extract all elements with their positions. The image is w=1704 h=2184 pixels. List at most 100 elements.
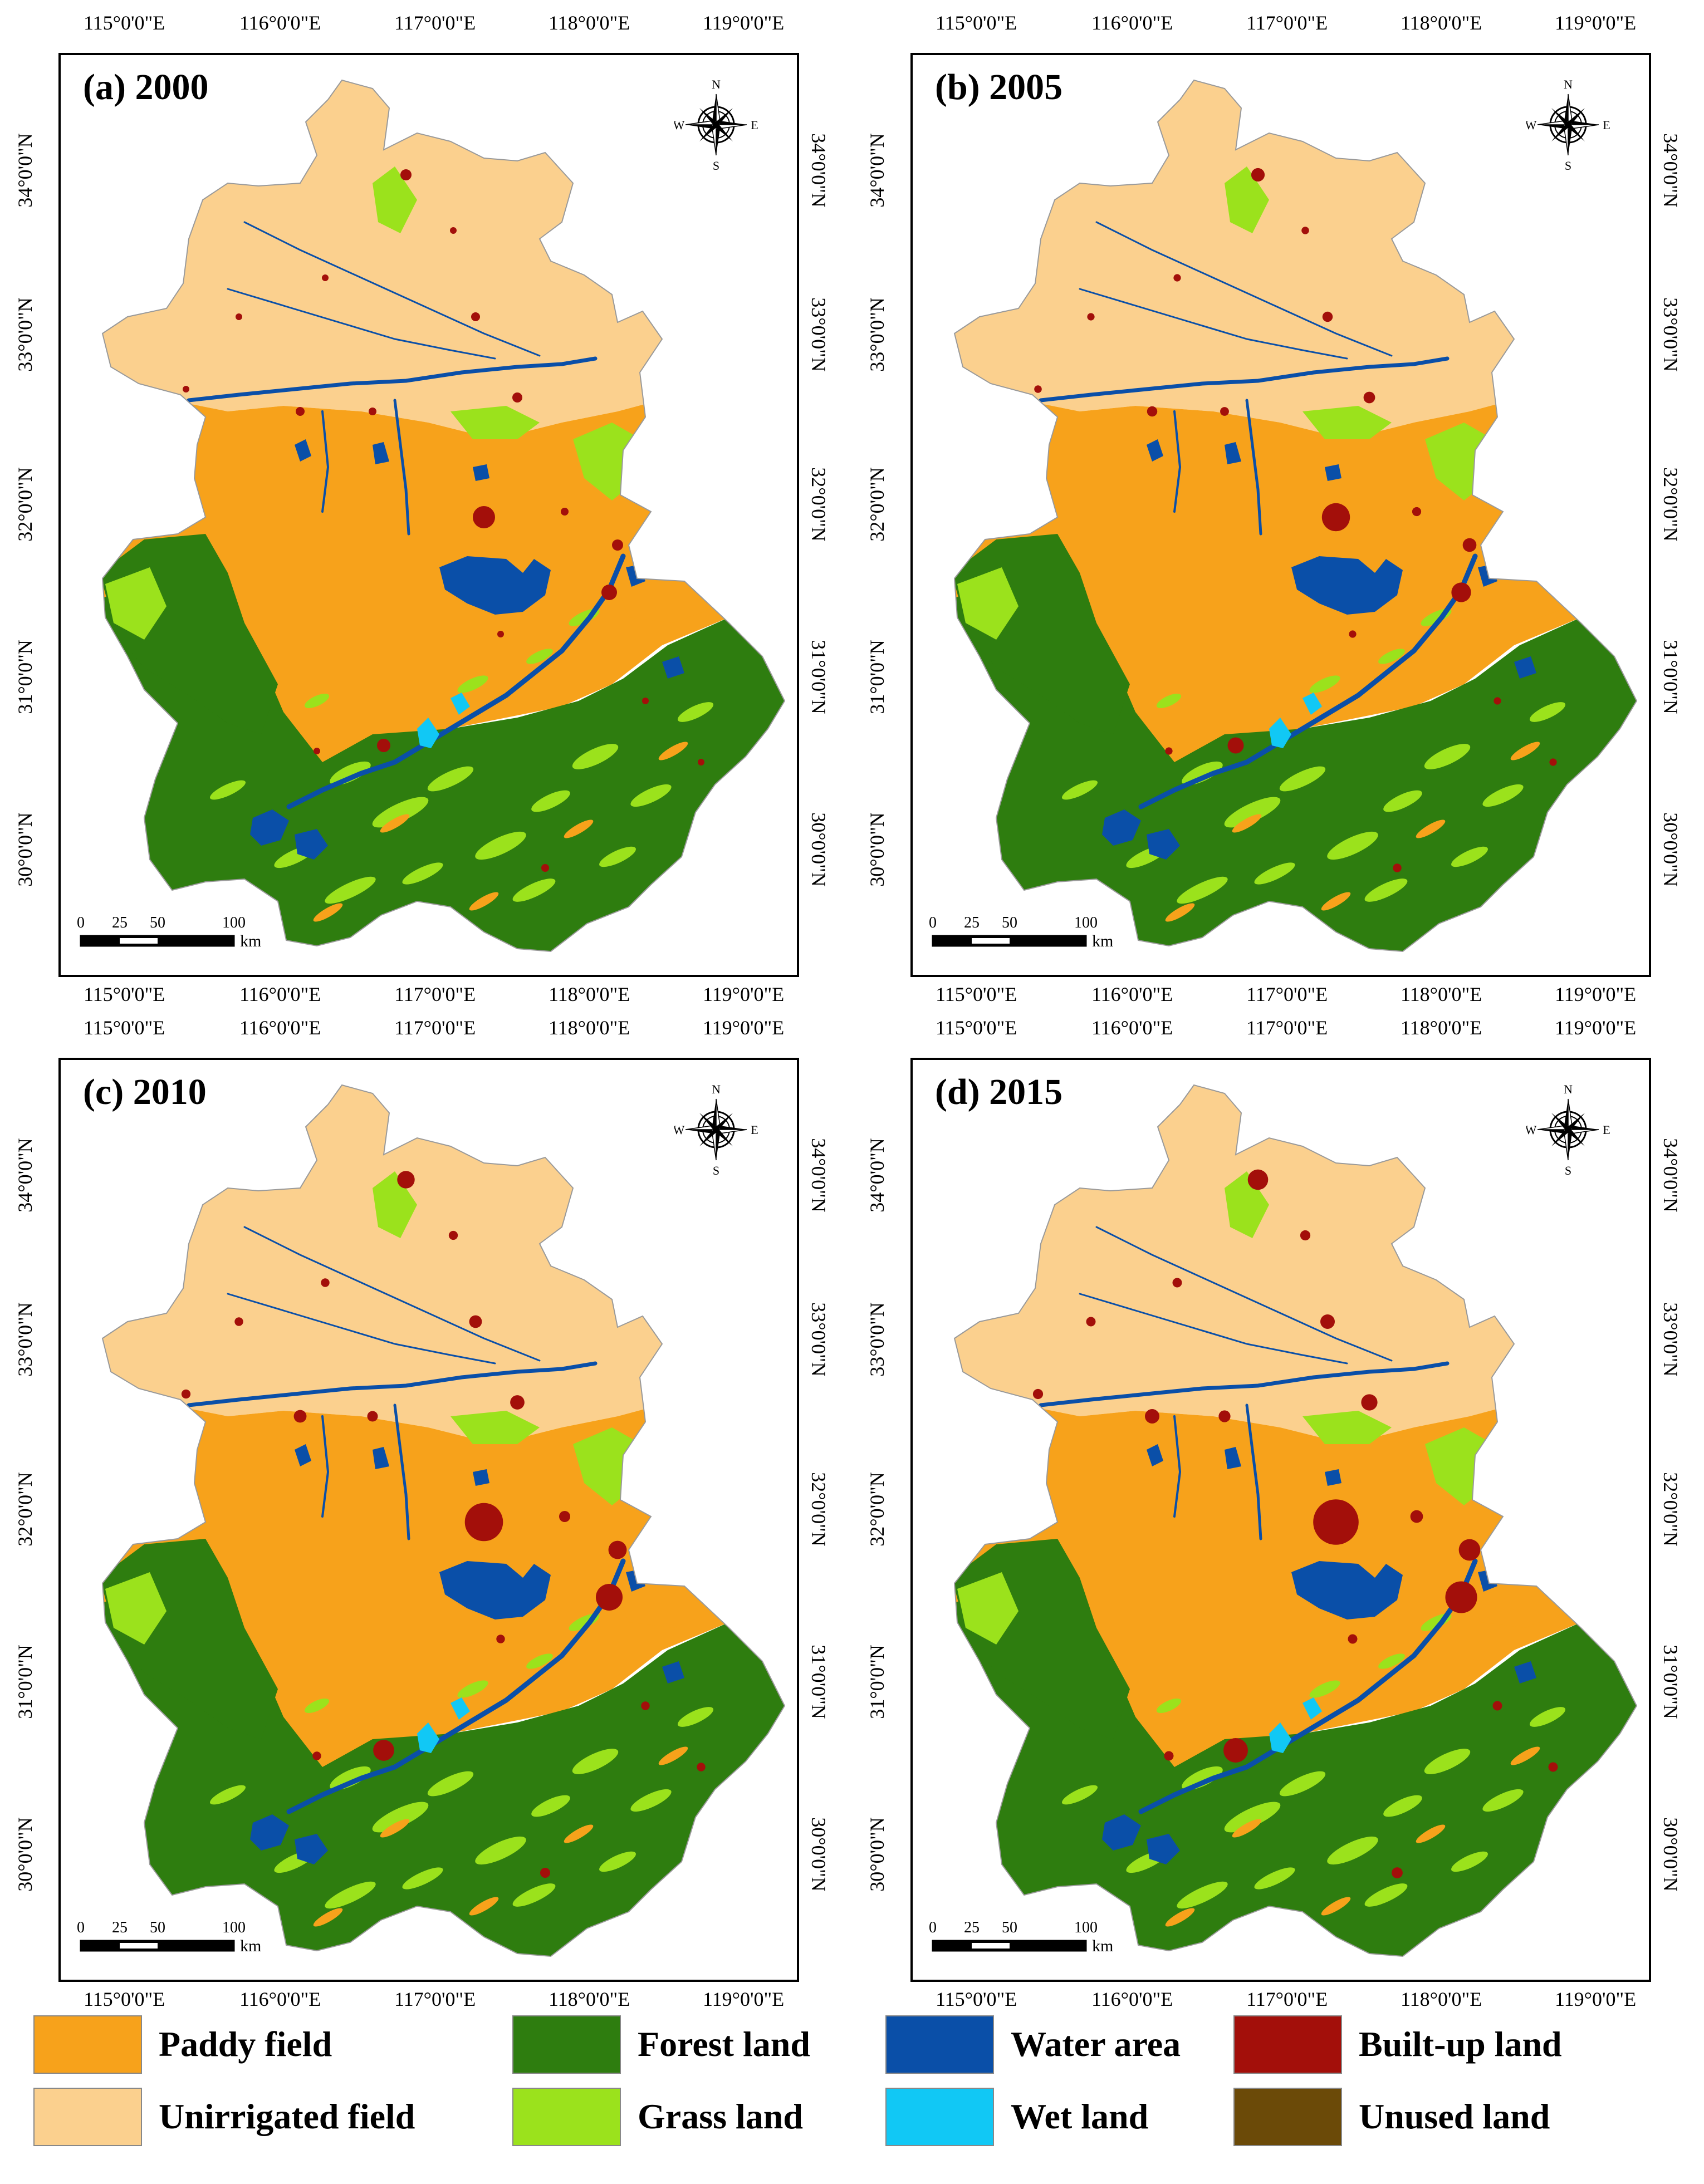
longitude-label: 119°0'0"E <box>1555 1988 1637 2010</box>
river <box>321 410 329 513</box>
river <box>393 1403 410 1540</box>
water-area <box>662 1661 684 1684</box>
latitude-label: 31°0'0"N <box>807 640 830 714</box>
water-area <box>1291 1561 1403 1619</box>
water-area <box>439 556 551 615</box>
latitude-label: 32°0'0"N <box>1659 1472 1682 1547</box>
paddy-field-patch <box>564 819 594 838</box>
legend-label-unirrigated-field: Unirrigated field <box>159 2097 415 2136</box>
latitude-label: 30°0'0"N <box>866 812 888 887</box>
grass-land-patch <box>373 166 417 233</box>
wet-land-area <box>1303 1697 1322 1720</box>
grass-land-patch <box>1254 1867 1295 1889</box>
built-up-area <box>559 1510 571 1523</box>
built-up-area <box>469 1315 482 1328</box>
grass-land-patch <box>1303 1411 1392 1444</box>
water-area <box>1291 556 1403 615</box>
grass-land-patch <box>330 761 371 786</box>
latitude-label: 32°0'0"N <box>14 467 36 542</box>
grass-land-patch <box>372 1802 429 1833</box>
grass-land-patch <box>1383 1795 1422 1817</box>
grass-land-patch <box>957 567 1019 640</box>
longitude-label: 117°0'0"E <box>1246 1017 1328 1039</box>
water-area <box>250 809 289 846</box>
latitude-label: 30°0'0"N <box>866 1817 888 1892</box>
scale-tick-label: 50 <box>150 1919 165 1936</box>
grass-land-patch <box>1061 1785 1098 1805</box>
grass-land-patch <box>209 1785 246 1805</box>
built-up-area <box>1164 1751 1174 1761</box>
water-area <box>1514 656 1536 679</box>
built-up-area <box>1218 1410 1231 1422</box>
built-up-area <box>1348 1634 1358 1644</box>
panel-title: (b) 2005 <box>935 67 1063 107</box>
built-up-area <box>183 386 189 392</box>
compass-w: W <box>1526 1123 1537 1137</box>
latitude-label: 34°0'0"N <box>14 133 36 208</box>
paddy-field-patch <box>1165 1908 1195 1927</box>
grass-land-patch <box>402 1867 443 1889</box>
latitude-label: 32°0'0"N <box>866 467 888 542</box>
grass-land-patch <box>1224 797 1281 828</box>
compass-n: N <box>712 1082 721 1096</box>
river <box>1245 399 1262 536</box>
grass-land-patch <box>427 766 474 792</box>
built-up-area <box>1172 1278 1182 1288</box>
built-up-area <box>1032 1388 1044 1400</box>
built-up-area <box>1410 1510 1423 1523</box>
latitude-label: 32°0'0"N <box>807 467 830 542</box>
built-up-area <box>1301 227 1309 234</box>
built-up-area <box>1313 1499 1359 1545</box>
north-arrow-compass-icon: N S E W <box>1525 1082 1610 1177</box>
river <box>1138 553 1478 809</box>
longitude-label: 115°0'0"E <box>936 1988 1017 2010</box>
latitude-label: 31°0'0"N <box>807 1645 830 1719</box>
built-up-area <box>1363 391 1375 404</box>
longitude-label: 119°0'0"E <box>703 1017 785 1039</box>
longitude-label: 118°0'0"E <box>1401 12 1482 34</box>
legend-swatch-grass-land <box>512 2088 621 2146</box>
water-area <box>1147 829 1180 860</box>
river <box>321 1415 329 1518</box>
river <box>1173 1415 1181 1518</box>
built-up-area <box>448 1230 458 1240</box>
built-up-area <box>1251 168 1265 182</box>
built-up-area <box>397 1171 415 1189</box>
built-up-area <box>377 739 390 752</box>
compass-n: N <box>712 77 721 91</box>
grass-land-patch <box>572 744 619 769</box>
water-area <box>1514 1661 1536 1684</box>
grass-land-patch <box>1279 766 1326 792</box>
compass-e: E <box>751 118 758 132</box>
built-up-area <box>1349 630 1357 638</box>
compass-e: E <box>1603 1123 1610 1137</box>
latitude-label: 33°0'0"N <box>14 297 36 372</box>
grass-land-patch <box>105 1572 167 1645</box>
latitude-label: 32°0'0"N <box>866 1472 888 1547</box>
compass-s: S <box>1565 1164 1571 1177</box>
paddy-field-patch <box>1510 1746 1540 1765</box>
water-area <box>295 1834 328 1864</box>
grass-land-patch <box>451 1411 540 1444</box>
built-up-area <box>321 1278 330 1287</box>
grass-land-patch <box>1177 1881 1228 1909</box>
scale-tick-label: 50 <box>1002 914 1017 931</box>
grass-land-patch <box>1383 790 1422 812</box>
paddy-field-patch <box>1321 1897 1351 1916</box>
longitude-label: 116°0'0"E <box>239 12 321 34</box>
grass-land-patch <box>1156 693 1182 709</box>
legend-swatch-built-up-land <box>1233 2015 1342 2074</box>
wet-land-area <box>451 1697 470 1720</box>
built-up-area <box>1494 697 1501 705</box>
latitude-label: 33°0'0"N <box>866 1302 888 1377</box>
grass-land-patch <box>1451 846 1488 867</box>
built-up-area <box>561 508 569 516</box>
grass-land-patch <box>209 780 246 800</box>
longitude-label: 115°0'0"E <box>936 983 1017 1005</box>
longitude-label: 119°0'0"E <box>703 1988 785 2010</box>
grass-land-patch <box>1177 876 1228 904</box>
latitude-label: 30°0'0"N <box>807 1817 830 1892</box>
built-up-area <box>1451 582 1471 602</box>
